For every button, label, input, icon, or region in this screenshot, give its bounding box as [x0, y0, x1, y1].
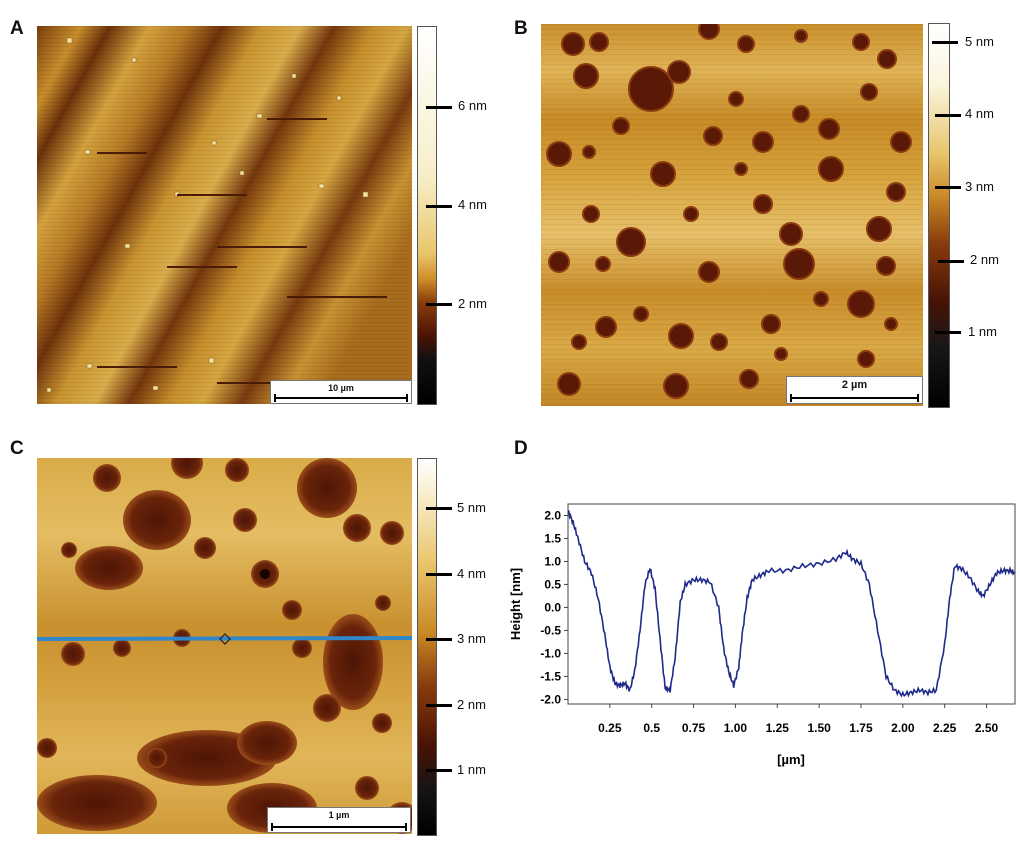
colorbar-a-tick-0: 6 nm [458, 98, 487, 113]
profile-series-line [567, 510, 1016, 698]
x-tick-label: 2.25 [933, 721, 957, 735]
colorbar-b-tick-1: 4 nm [965, 106, 994, 121]
x-tick-label: 0.5 [643, 721, 660, 735]
scale-bar-label-c: 1 µm [328, 810, 350, 820]
colorbar-b-tick-3: 2 nm [970, 252, 999, 267]
colorbar-c-tick-0: 5 nm [457, 500, 486, 515]
scale-bar-a: 10 µm [270, 380, 412, 404]
y-tick-label: -0.5 [540, 623, 561, 637]
x-tick-label: 1.00 [724, 721, 748, 735]
colorbar-c-tick-1: 4 nm [457, 566, 486, 581]
colorbar-b-tick-2: 3 nm [965, 179, 994, 194]
panel-letter-c: C [10, 438, 24, 459]
x-axis-label: [µm] [777, 752, 805, 767]
y-axis-label: Height [nm] [508, 568, 523, 640]
colorbar-b [928, 23, 950, 408]
y-tick-label: -1.0 [540, 646, 561, 660]
y-tick-label: 1.0 [544, 554, 561, 568]
scale-bar-label-a: 10 µm [328, 383, 354, 393]
plot-area [567, 503, 1016, 705]
x-tick-label: 2.00 [891, 721, 915, 735]
colorbar-b-tick-4: 1 nm [968, 324, 997, 339]
scale-bar-line-c [271, 826, 407, 828]
y-tick-label: 1.5 [544, 531, 561, 545]
y-tick-label: -2.0 [540, 692, 561, 706]
scale-bar-c: 1 µm [267, 807, 411, 833]
panel-letter-b: B [514, 18, 528, 39]
panel-letter-a: A [10, 18, 24, 39]
afm-image-b: 2 µm [541, 24, 923, 406]
x-tick-label: 1.50 [807, 721, 831, 735]
height-profile-chart: 2.0 1.5 1.0 0.5 0.0 -0.5 -1.0 -1.5 -2.0 0.25 0.5 0… [508, 503, 1016, 767]
scale-bar-label-b: 2 µm [841, 379, 868, 391]
afm-image-c: 1 µm [37, 458, 412, 834]
profile-line [37, 636, 412, 641]
x-tick-label: 0.75 [682, 721, 706, 735]
colorbar-c-tick-3: 2 nm [457, 697, 486, 712]
y-tick-label: 0.0 [544, 600, 561, 614]
colorbar-c-tick-2: 3 nm [457, 631, 486, 646]
colorbar-a-tick-1: 4 nm [458, 197, 487, 212]
x-tick-label: 0.25 [598, 721, 622, 735]
colorbar-a-tick-2: 2 nm [458, 296, 487, 311]
colorbar-b-tick-0: 5 nm [965, 34, 994, 49]
afm-image-a: 10 µm [37, 26, 412, 404]
scale-bar-line-b [790, 397, 919, 399]
colorbar-a [417, 26, 437, 405]
colorbar-c-tick-4: 1 nm [457, 762, 486, 777]
panel-letter-d: D [514, 438, 528, 459]
scale-bar-line-a [274, 397, 408, 399]
colorbar-c [417, 458, 437, 836]
x-tick-label: 1.25 [766, 721, 790, 735]
x-tick-label: 2.50 [975, 721, 999, 735]
scale-bar-b: 2 µm [786, 376, 923, 404]
y-tick-label: 0.5 [544, 577, 561, 591]
y-tick-label: -1.5 [540, 669, 561, 683]
x-tick-label: 1.75 [849, 721, 873, 735]
y-tick-label: 2.0 [544, 508, 561, 522]
